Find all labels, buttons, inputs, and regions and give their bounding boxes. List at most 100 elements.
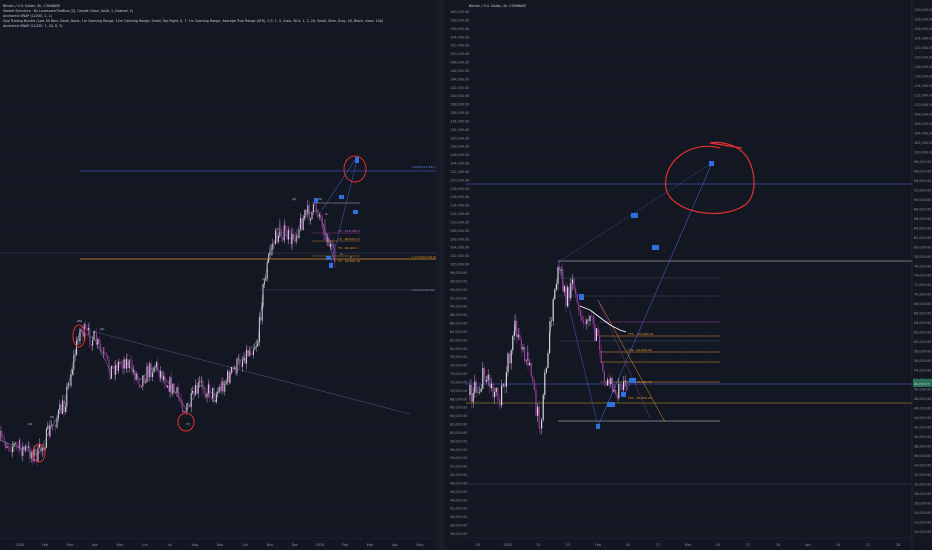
candle-body <box>522 347 524 350</box>
candle-body <box>233 367 235 370</box>
y-tick-label: 78,000.00 <box>914 255 931 259</box>
candle-body <box>545 367 547 373</box>
wave-label: iii <box>325 212 328 216</box>
candle-body <box>539 428 541 429</box>
target-label: TP4 - 89,000.00 <box>627 396 652 400</box>
wave-label: (3) <box>275 227 279 231</box>
x-tick-label: 17 <box>656 543 660 547</box>
candle-body <box>78 339 80 341</box>
target-box[interactable] <box>621 392 626 397</box>
y-tick-label: 150,000.00 <box>450 52 469 56</box>
y-tick-label: 94,000.00 <box>450 288 467 292</box>
target-box[interactable] <box>355 157 359 163</box>
target-box[interactable] <box>326 256 331 260</box>
candle-body <box>237 358 239 359</box>
target-box[interactable] <box>596 424 600 429</box>
candle-body <box>273 243 275 245</box>
legend-line[interactable]: Anchored VWAP (CLOSE, 1, 1) <box>3 14 52 18</box>
candle-body <box>317 213 319 215</box>
y-tick-label: 62,000.00 <box>914 331 931 335</box>
candle-body <box>64 406 66 412</box>
candle-body <box>125 359 127 369</box>
candle-body <box>320 214 322 217</box>
candle-body <box>199 381 201 383</box>
target-box[interactable] <box>314 198 318 203</box>
candle-body <box>519 334 521 340</box>
candle-body <box>228 371 230 384</box>
candle-body <box>0 431 2 436</box>
candle-body <box>537 406 539 416</box>
candle-body <box>12 446 14 453</box>
candle-body <box>55 424 57 428</box>
right-chart-panel[interactable]: 160,000.00 158,000.00 156,000.00 154,000.00… <box>446 0 912 550</box>
candle-body <box>134 370 136 380</box>
candle-body <box>247 349 249 356</box>
candle-body <box>101 349 103 353</box>
target-box[interactable] <box>631 213 638 218</box>
candle-body <box>104 351 106 354</box>
x-tick-label: Apr <box>805 543 811 547</box>
current-price-badge <box>913 379 932 387</box>
wave-label: (4) <box>28 422 32 426</box>
candle-body <box>255 345 257 348</box>
candle-body <box>240 366 242 368</box>
y-tick-label: 154,000.00 <box>450 35 469 39</box>
target-box[interactable] <box>607 402 615 407</box>
y-tick-label: 78,000.00 <box>450 355 467 359</box>
candle-body <box>616 394 618 399</box>
legend-line[interactable]: Gap Trading Bundle (Last 50 Bars, None, … <box>3 19 383 23</box>
y-tick-label: 46,000.00 <box>914 407 931 411</box>
x-tick-label: Aug <box>192 543 199 547</box>
legend-line[interactable]: Bitcoin / U.S. Dollar, 4h, COINBASE <box>469 4 526 8</box>
y-tick-label: 104,000.00 <box>914 131 932 135</box>
candle-body <box>312 204 314 212</box>
y-tick-label: 110,000.00 <box>914 103 932 107</box>
y-tick-label: 52,000.00 <box>450 465 467 469</box>
y-tick-label: 42,000.00 <box>914 426 931 430</box>
x-tick-label: Oct <box>242 543 249 547</box>
candle-body <box>179 396 181 400</box>
right-y-axis: 160,000.00 158,000.00 156,000.00 154,000.00… <box>450 10 469 536</box>
legend-line[interactable]: Anchored VWAP (CLOSE, 1, 20, 8, 3) <box>3 24 63 28</box>
candle-body <box>314 204 316 205</box>
candle-body <box>27 446 29 448</box>
legend-line[interactable]: Market Structure · By LonesomeTheBlue [2… <box>3 9 133 13</box>
candle-body <box>250 350 252 355</box>
candle-body <box>209 384 211 398</box>
left-chart-panel[interactable]: Bitcoin / U.S. Dollar, 4h, COINBASE Mark… <box>0 0 440 550</box>
candle-body <box>252 349 254 356</box>
projection-line <box>557 162 713 263</box>
candle-body <box>571 279 573 284</box>
target-box[interactable] <box>329 263 333 268</box>
target-box[interactable] <box>579 294 584 300</box>
y-tick-label: 76,000.00 <box>450 364 467 368</box>
right-left-price-scale[interactable] <box>446 0 466 550</box>
y-tick-label: 36,000.00 <box>914 454 931 458</box>
candle-body <box>323 228 325 235</box>
candle-body <box>535 389 537 416</box>
target-box[interactable] <box>652 245 659 250</box>
target-box[interactable] <box>353 210 358 214</box>
candle-body <box>594 323 596 341</box>
candle-body <box>605 381 607 386</box>
fib-level-label: 1.0(15,270.20) <box>412 288 434 292</box>
right-x-axis[interactable]: 25 2025 13 25 Feb 10 17 Mar 10 17 24 Apr 14 21 28 <box>476 543 900 547</box>
left-x-axis[interactable]: 2024 Feb Mar Apr May Jun Jul Aug Sep Oct Nov Dec 202… <box>16 543 424 547</box>
candle-body <box>105 353 107 356</box>
candle-body <box>186 403 188 411</box>
candle-body <box>597 328 599 337</box>
candle-body <box>301 218 303 231</box>
far-right-price-scale[interactable]: 130,000.00 128,000.00 126,000.00 124,000.00… <box>911 0 932 550</box>
target-box[interactable] <box>709 161 714 166</box>
target-box[interactable] <box>339 195 344 199</box>
y-tick-label: 80,000.00 <box>450 347 467 351</box>
candle-body <box>248 350 250 356</box>
candle-body <box>225 381 227 384</box>
y-tick-label: 26,000.00 <box>914 502 931 506</box>
legend-line[interactable]: Bitcoin / U.S. Dollar, 4h, COINBASE <box>3 4 60 8</box>
target-box[interactable] <box>629 378 636 383</box>
candle-body <box>193 391 195 395</box>
candle-body <box>298 229 300 238</box>
candle-body <box>610 377 612 384</box>
candle-body <box>107 355 109 360</box>
